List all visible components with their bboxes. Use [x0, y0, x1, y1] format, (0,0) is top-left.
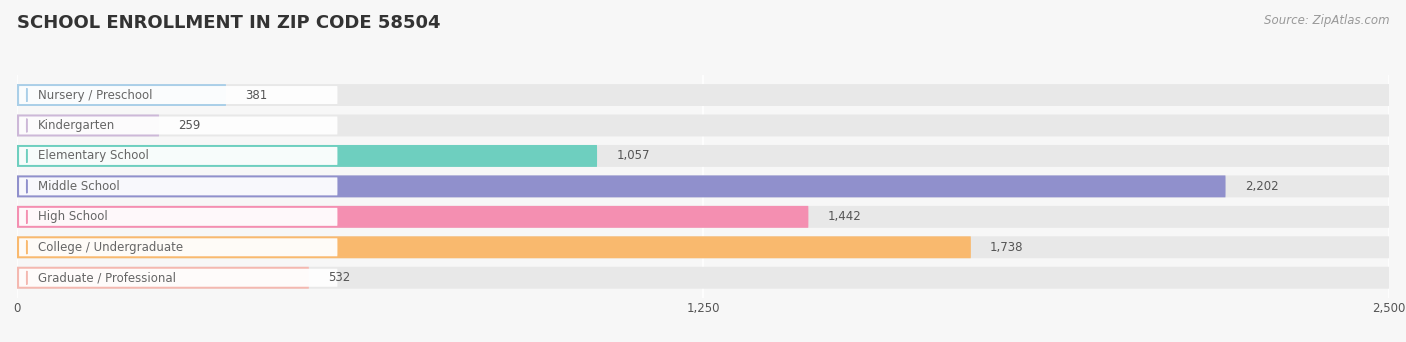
FancyBboxPatch shape	[17, 175, 1226, 197]
Text: 1,738: 1,738	[990, 241, 1024, 254]
FancyBboxPatch shape	[17, 145, 1389, 167]
Text: 259: 259	[179, 119, 201, 132]
Text: Middle School: Middle School	[38, 180, 120, 193]
Text: Elementary School: Elementary School	[38, 149, 149, 162]
Text: College / Undergraduate: College / Undergraduate	[38, 241, 183, 254]
FancyBboxPatch shape	[17, 236, 1389, 258]
FancyBboxPatch shape	[17, 206, 808, 228]
FancyBboxPatch shape	[17, 236, 972, 258]
FancyBboxPatch shape	[17, 84, 226, 106]
FancyBboxPatch shape	[20, 117, 337, 134]
Text: Graduate / Professional: Graduate / Professional	[38, 271, 176, 284]
Text: 1,442: 1,442	[828, 210, 862, 223]
Text: 532: 532	[328, 271, 350, 284]
FancyBboxPatch shape	[17, 267, 1389, 289]
FancyBboxPatch shape	[20, 208, 337, 226]
Text: Nursery / Preschool: Nursery / Preschool	[38, 89, 152, 102]
Text: Source: ZipAtlas.com: Source: ZipAtlas.com	[1264, 14, 1389, 27]
FancyBboxPatch shape	[17, 84, 1389, 106]
FancyBboxPatch shape	[20, 147, 337, 165]
FancyBboxPatch shape	[17, 267, 309, 289]
Text: SCHOOL ENROLLMENT IN ZIP CODE 58504: SCHOOL ENROLLMENT IN ZIP CODE 58504	[17, 14, 440, 32]
FancyBboxPatch shape	[20, 269, 337, 287]
Text: Kindergarten: Kindergarten	[38, 119, 115, 132]
FancyBboxPatch shape	[20, 86, 337, 104]
FancyBboxPatch shape	[20, 238, 337, 256]
FancyBboxPatch shape	[20, 177, 337, 195]
Text: 381: 381	[245, 89, 267, 102]
FancyBboxPatch shape	[17, 145, 598, 167]
FancyBboxPatch shape	[17, 115, 1389, 136]
FancyBboxPatch shape	[17, 206, 1389, 228]
FancyBboxPatch shape	[17, 115, 159, 136]
Text: 2,202: 2,202	[1244, 180, 1278, 193]
Text: 1,057: 1,057	[616, 149, 650, 162]
FancyBboxPatch shape	[17, 175, 1389, 197]
Text: High School: High School	[38, 210, 107, 223]
